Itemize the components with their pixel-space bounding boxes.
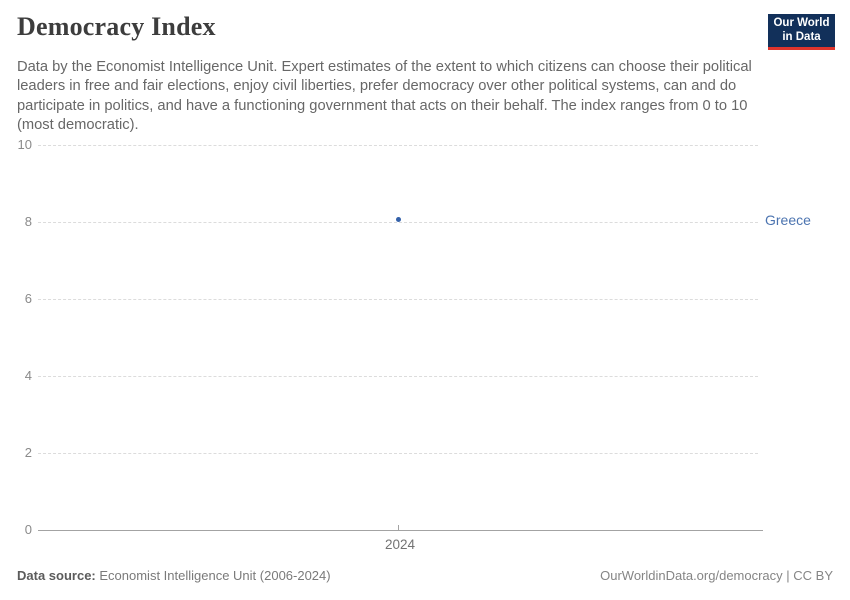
owid-logo-line2: in Data bbox=[782, 30, 821, 43]
gridline bbox=[38, 222, 758, 223]
entity-label-greece[interactable]: Greece bbox=[765, 212, 811, 228]
gridline bbox=[38, 376, 758, 377]
data-source[interactable]: Data source: Economist Intelligence Unit… bbox=[17, 568, 331, 583]
y-axis-tick-label: 4 bbox=[24, 368, 32, 383]
y-axis-tick-label: 10 bbox=[17, 137, 32, 152]
x-axis-line bbox=[38, 530, 763, 531]
y-axis-tick-label: 8 bbox=[24, 214, 32, 229]
data-source-label: Data source: bbox=[17, 568, 96, 583]
data-point-greece-2024[interactable] bbox=[396, 217, 401, 222]
owid-logo[interactable]: Our World in Data bbox=[768, 14, 835, 50]
chart-subtitle: Data by the Economist Intelligence Unit.… bbox=[17, 59, 752, 133]
chart-footer: Data source: Economist Intelligence Unit… bbox=[17, 568, 833, 583]
y-axis-tick-label: 0 bbox=[24, 522, 32, 537]
data-source-text: Economist Intelligence Unit (2006-2024) bbox=[95, 568, 331, 583]
attribution-link[interactable]: OurWorldinData.org/democracy | CC BY bbox=[600, 568, 833, 583]
gridline bbox=[38, 453, 758, 454]
y-axis-tick-label: 6 bbox=[24, 291, 32, 306]
x-axis-tick-label: 2024 bbox=[384, 537, 416, 552]
gridline bbox=[38, 299, 758, 300]
owid-logo-line1: Our World bbox=[773, 17, 830, 29]
y-axis-tick-label: 2 bbox=[24, 445, 32, 460]
x-axis-tick-mark bbox=[398, 525, 399, 530]
gridline bbox=[38, 145, 758, 146]
page-title: Democracy Index bbox=[17, 12, 216, 41]
